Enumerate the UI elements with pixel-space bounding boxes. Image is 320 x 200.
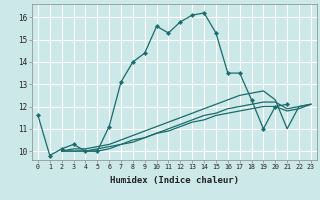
X-axis label: Humidex (Indice chaleur): Humidex (Indice chaleur) xyxy=(110,176,239,185)
